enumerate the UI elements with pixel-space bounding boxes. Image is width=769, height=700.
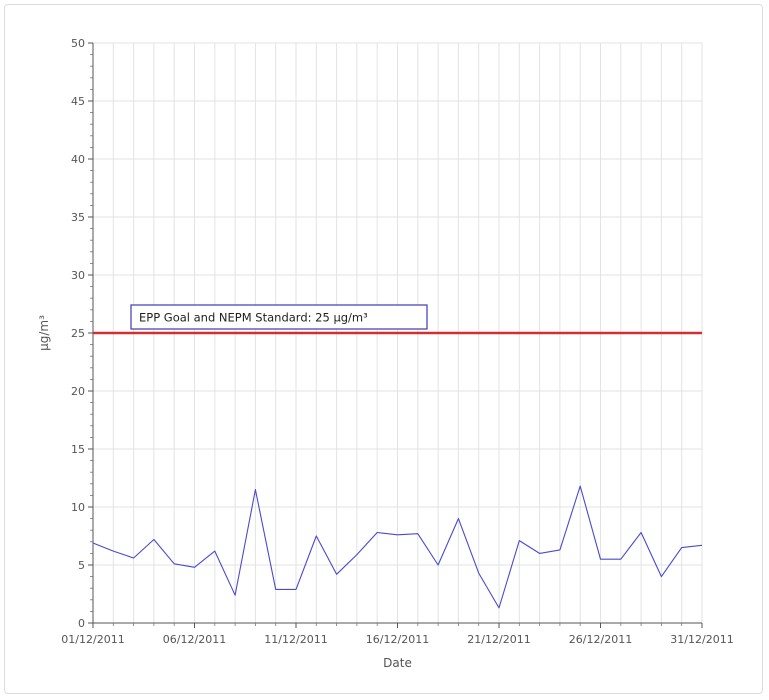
reference-line-label-box [130,304,428,330]
y-tick-label: 50 [71,37,85,50]
data-point [458,518,460,520]
x-tick-label: 11/12/2011 [264,633,327,646]
data-point [173,563,175,565]
data-point [498,607,500,609]
data-point [275,588,277,590]
y-tick-label: 10 [71,501,85,514]
data-point [295,588,297,590]
y-tick-label: 0 [78,617,85,630]
data-point [376,532,378,534]
x-tick-label: 21/12/2011 [467,633,530,646]
chart-frame [4,4,763,694]
y-axis-label: µg/m³ [37,315,51,351]
series-line [92,485,703,609]
data-point [255,489,257,491]
y-tick-label: 40 [71,153,85,166]
data-point [153,539,155,541]
data-point [112,550,114,552]
data-point [620,558,622,560]
data-point [518,540,520,542]
data-point [92,542,94,544]
data-point [681,547,683,549]
data-point [133,557,135,559]
reference-line-group: EPP Goal and NEPM Standard: 25 µg/m³ [93,304,702,335]
data-point [214,550,216,552]
data-point [600,558,602,560]
x-tick-label: 16/12/2011 [366,633,429,646]
x-tick-label: 06/12/2011 [163,633,226,646]
data-point [559,549,561,551]
y-tick-label: 20 [71,385,85,398]
x-tick-label: 01/12/2011 [61,633,124,646]
data-point [701,544,703,546]
y-tick-label: 15 [71,443,85,456]
reference-line-label: EPP Goal and NEPM Standard: 25 µg/m³ [139,311,368,325]
data-point [315,535,317,537]
data-point [539,553,541,555]
y-tick-label: 35 [71,211,85,224]
data-point [194,566,196,568]
y-tick-label: 25 [71,327,85,340]
data-point [640,532,642,534]
x-axis-label: Date [383,656,412,670]
data-point [478,572,480,574]
axes: 0 5 10 15 20 25 30 35 40 45 50 01/12/2011 06/12/2011… [61,37,733,646]
series [92,485,703,609]
data-point [661,576,663,578]
x-tick-label: 26/12/2011 [569,633,632,646]
x-tick-label: 31/12/2011 [670,633,733,646]
data-point [437,564,439,566]
data-point [397,534,399,536]
data-point [336,573,338,575]
data-point [417,533,419,535]
y-tick-label: 30 [71,269,85,282]
y-tick-label: 45 [71,95,85,108]
data-point [579,485,581,487]
y-tick-label: 5 [78,559,85,572]
data-point [234,594,236,596]
data-point [356,554,358,556]
